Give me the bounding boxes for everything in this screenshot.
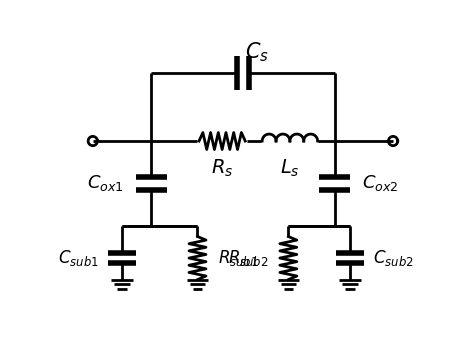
- Text: $R_{sub1}$: $R_{sub1}$: [218, 248, 258, 268]
- Text: $R_{sub2}$: $R_{sub2}$: [228, 248, 268, 268]
- Text: $C_{sub1}$: $C_{sub1}$: [58, 248, 99, 268]
- Text: $L_s$: $L_s$: [280, 158, 300, 179]
- Text: $C_{sub2}$: $C_{sub2}$: [373, 248, 414, 268]
- Text: $C_{ox2}$: $C_{ox2}$: [362, 173, 399, 193]
- Text: $C_{ox1}$: $C_{ox1}$: [87, 173, 124, 193]
- Text: $C_s$: $C_s$: [245, 40, 269, 63]
- Text: $R_s$: $R_s$: [211, 158, 233, 179]
